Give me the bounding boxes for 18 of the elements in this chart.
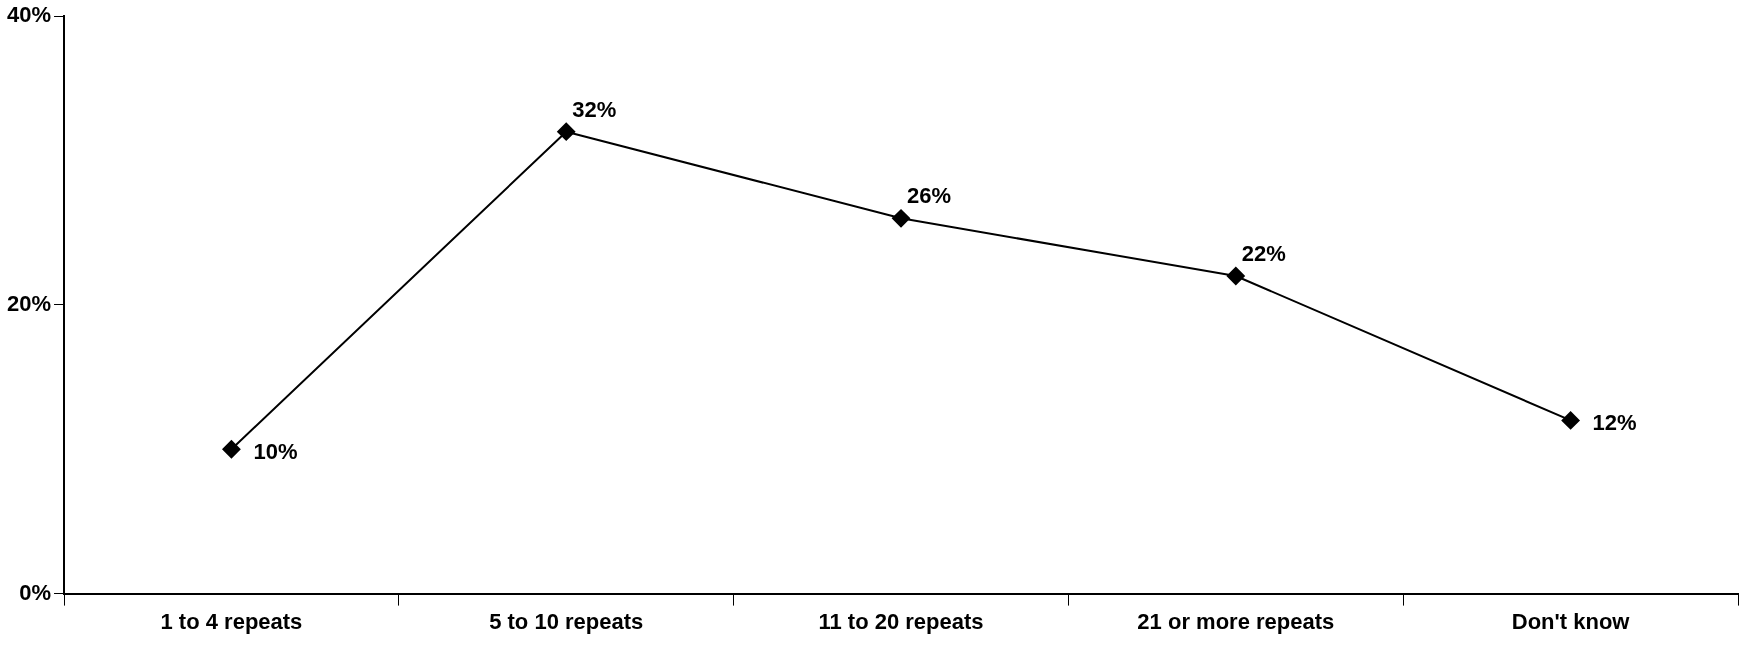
x-tick-label: Don't know <box>1511 608 1631 634</box>
x-tick-label: 1 to 4 repeats <box>160 608 303 634</box>
point <box>1226 267 1245 286</box>
data-label: 22% <box>1241 241 1286 267</box>
x-tick-label: 5 to 10 repeats <box>489 608 644 634</box>
point <box>1561 411 1580 430</box>
data-label: 12% <box>1592 410 1637 436</box>
x-tick-label: 21 or more repeats <box>1137 608 1335 634</box>
y-tick-label: 40% <box>6 2 52 28</box>
y-tick-label: 0% <box>19 579 52 605</box>
data-label: 10% <box>253 439 298 465</box>
point <box>892 209 911 228</box>
x-tick-label: 11 to 20 repeats <box>818 608 984 634</box>
data-label: 26% <box>907 183 952 209</box>
point <box>222 440 241 459</box>
point <box>557 122 576 141</box>
y-tick-label: 20% <box>6 290 52 316</box>
data-label: 32% <box>572 96 617 122</box>
